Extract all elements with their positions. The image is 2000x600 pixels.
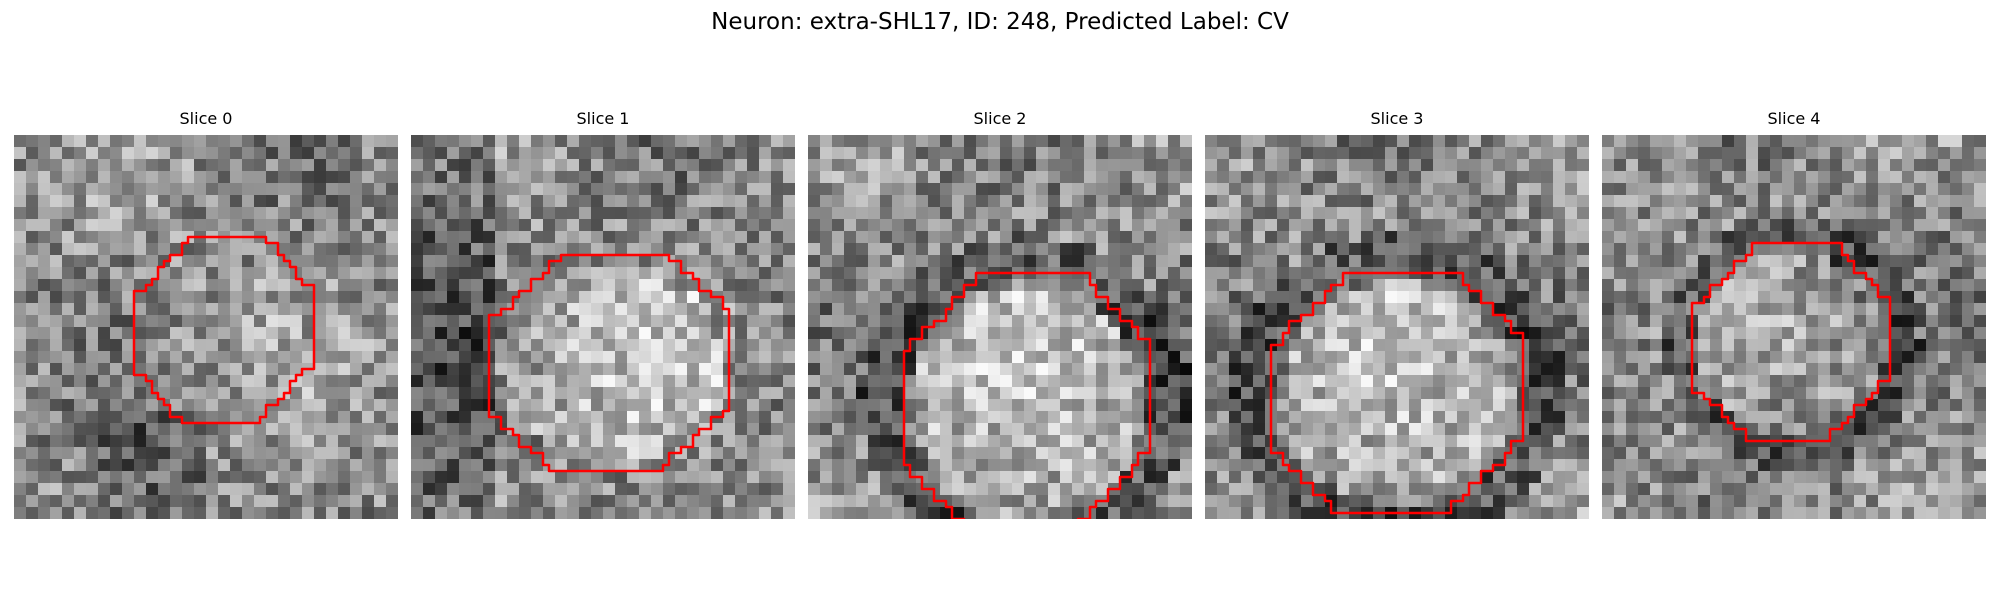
pixel-grid bbox=[14, 135, 398, 519]
pixel-grid bbox=[1602, 135, 1986, 519]
slice-title-4: Slice 4 bbox=[1767, 109, 1821, 128]
slice-panel-1: Slice 1 bbox=[411, 108, 795, 519]
slice-image-0 bbox=[14, 135, 398, 519]
cell-contour bbox=[902, 271, 1152, 519]
slice-title-1: Slice 1 bbox=[576, 109, 630, 128]
slice-title-2: Slice 2 bbox=[973, 109, 1027, 128]
cell-contour bbox=[487, 253, 731, 473]
slice-title-3: Slice 3 bbox=[1370, 109, 1424, 128]
pixel-grid bbox=[411, 135, 795, 519]
figure-title: Neuron: extra-SHL17, ID: 248, Predicted … bbox=[711, 9, 1289, 35]
slice-image-2 bbox=[808, 135, 1192, 519]
slice-panel-2: Slice 2 bbox=[808, 108, 1192, 519]
slice-panel-3: Slice 3 bbox=[1205, 108, 1589, 519]
slice-panel-4: Slice 4 bbox=[1602, 108, 1986, 519]
cell-contour bbox=[1269, 271, 1525, 515]
pixel-grid bbox=[1205, 135, 1589, 519]
slice-image-4 bbox=[1602, 135, 1986, 519]
slice-image-3 bbox=[1205, 135, 1589, 519]
cell-contour bbox=[1690, 241, 1892, 443]
slice-panel-0: Slice 0 bbox=[14, 108, 398, 519]
cell-contour bbox=[132, 235, 316, 425]
slice-image-1 bbox=[411, 135, 795, 519]
pixel-grid bbox=[808, 135, 1192, 519]
slice-title-0: Slice 0 bbox=[179, 109, 233, 128]
